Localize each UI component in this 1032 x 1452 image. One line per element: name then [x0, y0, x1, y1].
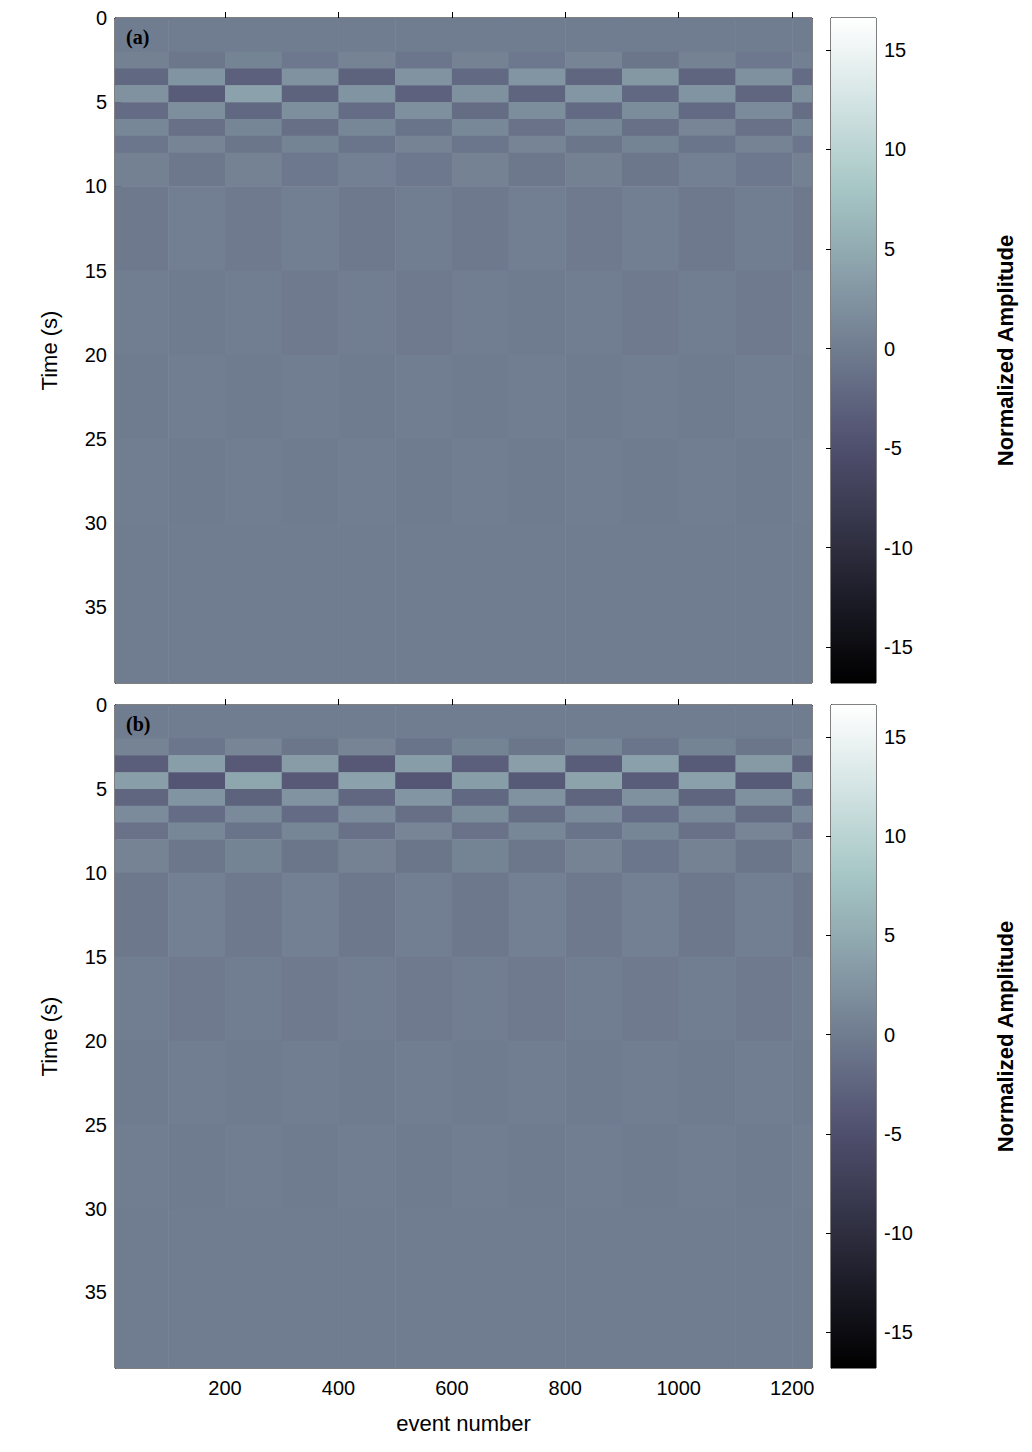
svg-text:400: 400: [322, 1377, 355, 1399]
svg-text:15: 15: [85, 260, 107, 282]
svg-text:(b): (b): [126, 713, 150, 736]
svg-text:event number: event number: [396, 1411, 531, 1436]
svg-text:30: 30: [85, 1198, 107, 1220]
svg-text:0: 0: [884, 1024, 895, 1046]
svg-text:0: 0: [884, 338, 895, 360]
svg-text:200: 200: [208, 1377, 241, 1399]
svg-text:10: 10: [85, 175, 107, 197]
svg-text:Time (s): Time (s): [37, 311, 62, 391]
svg-text:35: 35: [85, 596, 107, 618]
svg-text:5: 5: [96, 91, 107, 113]
svg-text:5: 5: [884, 924, 895, 946]
svg-text:20: 20: [85, 344, 107, 366]
svg-text:(a): (a): [126, 26, 149, 49]
svg-text:35: 35: [85, 1281, 107, 1303]
svg-text:Normalized Amplitude: Normalized Amplitude: [993, 921, 1018, 1152]
svg-text:800: 800: [549, 1377, 582, 1399]
svg-text:-15: -15: [884, 636, 913, 658]
svg-text:-5: -5: [884, 1123, 902, 1145]
svg-text:-10: -10: [884, 1222, 913, 1244]
svg-text:-10: -10: [884, 537, 913, 559]
svg-text:1000: 1000: [656, 1377, 701, 1399]
svg-text:10: 10: [884, 138, 906, 160]
svg-text:15: 15: [884, 726, 906, 748]
svg-text:1200: 1200: [770, 1377, 815, 1399]
svg-text:-5: -5: [884, 437, 902, 459]
svg-text:0: 0: [96, 694, 107, 716]
svg-text:10: 10: [85, 862, 107, 884]
svg-text:5: 5: [884, 238, 895, 260]
svg-text:-15: -15: [884, 1321, 913, 1343]
svg-text:15: 15: [884, 39, 906, 61]
svg-text:15: 15: [85, 946, 107, 968]
svg-text:25: 25: [85, 1114, 107, 1136]
svg-text:25: 25: [85, 428, 107, 450]
svg-text:20: 20: [85, 1030, 107, 1052]
svg-text:Time (s): Time (s): [37, 997, 62, 1077]
svg-text:30: 30: [85, 512, 107, 534]
svg-text:600: 600: [435, 1377, 468, 1399]
svg-text:0: 0: [96, 7, 107, 29]
svg-text:Normalized Amplitude: Normalized Amplitude: [993, 235, 1018, 466]
svg-text:10: 10: [884, 825, 906, 847]
svg-text:5: 5: [96, 778, 107, 800]
